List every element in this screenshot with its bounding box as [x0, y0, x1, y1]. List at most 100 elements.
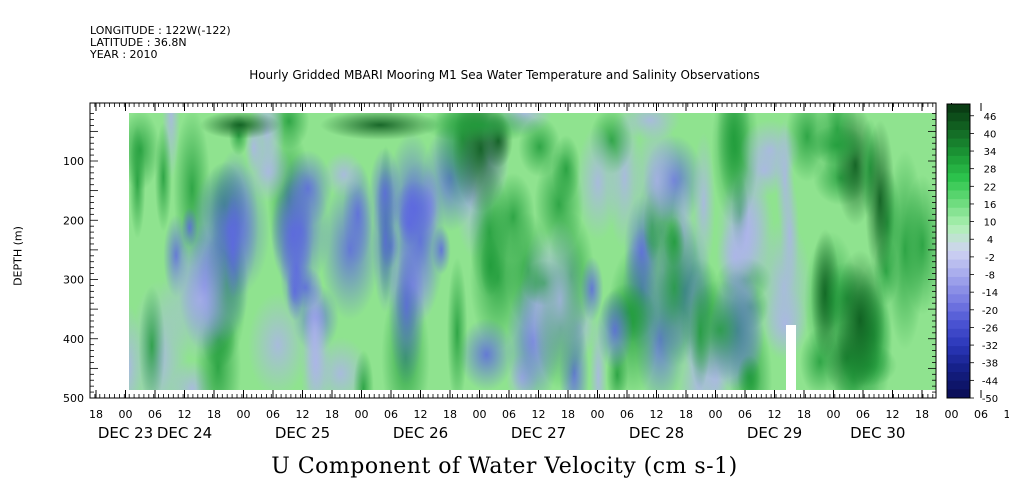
x-day-label: DEC 26 [393, 424, 448, 442]
colorbar-tick-label: -14 [982, 288, 998, 299]
colorbar-tick-label: -2 [985, 253, 995, 264]
colorbar-tick-label: 34 [984, 147, 997, 158]
field-blob [835, 250, 885, 390]
colorbar-segment [947, 233, 970, 243]
field-blob [740, 120, 800, 180]
x-day-label: DEC 30 [850, 424, 905, 442]
x-hour-tick-label: 06 [148, 408, 162, 421]
field-blob [138, 285, 166, 390]
colorbar-segment [947, 389, 970, 399]
x-hour-tick-label: 00 [473, 408, 487, 421]
field-blob [353, 350, 374, 390]
x-hour-tick-label: 12 [650, 408, 664, 421]
colorbar-segment [947, 216, 970, 226]
colorbar-tick-label: 46 [984, 112, 997, 123]
x-hour-tick-label: 06 [620, 408, 634, 421]
x-day-label: DEC 29 [747, 424, 802, 442]
field-blob [129, 113, 160, 190]
latitude-label: LATITUDE : 36.8N [90, 36, 187, 49]
x-day-label: DEC 28 [629, 424, 684, 442]
x-hour-tick-label: 06 [738, 408, 752, 421]
y-tick-label: 100 [63, 155, 84, 168]
colorbar-segment [947, 138, 970, 148]
x-hour-tick-label: 00 [827, 408, 841, 421]
colorbar-tick-label: -32 [982, 341, 998, 352]
colorbar-segment [947, 337, 970, 347]
x-hour-tick-label: 12 [532, 408, 546, 421]
x-hour-tick-label: 12 [178, 408, 192, 421]
colorbar-tick-label: -8 [985, 271, 995, 282]
field-blob [459, 318, 514, 390]
colorbar-segment [947, 251, 970, 261]
colorbar: 46 40 34 28 22 16 10 4 -2 -8 -14 -20 -26 -32 -38 -44 -50 [946, 103, 998, 405]
year-label: YEAR : 2010 [90, 48, 158, 61]
colorbar-tick-label: -44 [982, 376, 998, 387]
colorbar-segment [947, 328, 970, 338]
field-blob [420, 113, 540, 143]
x-hour-tick-label: 00 [709, 408, 723, 421]
y-tick-label: 400 [63, 333, 84, 346]
field-blob [446, 257, 468, 390]
colorbar-segment [947, 354, 970, 364]
field-blob [369, 147, 402, 240]
field-blob [160, 240, 240, 360]
x-hour-tick-label: 18 [207, 408, 221, 421]
colorbar-tick-label: 22 [984, 182, 997, 193]
colorbar-segment [947, 363, 970, 373]
colorbar-frame [946, 103, 971, 399]
colorbar-segment [947, 276, 970, 287]
x-hour-tick-label: 18 [679, 408, 693, 421]
x-hour-tick-label: 06 [856, 408, 870, 421]
x-hour-tick-label: 00 [355, 408, 369, 421]
colorbar-tick-label: 4 [987, 235, 993, 246]
colorbar-segment [947, 199, 970, 209]
field-blob [597, 290, 633, 370]
colorbar-segment [947, 121, 970, 131]
field-blob [200, 113, 280, 139]
colorbar-segment [947, 190, 970, 200]
velocity-field [129, 113, 936, 390]
colorbar-segment [947, 164, 970, 174]
colorbar-tick-label: 10 [984, 218, 997, 229]
colorbar-segment [947, 181, 970, 191]
x-hour-tick-label: 18 [797, 408, 811, 421]
field-blob [580, 256, 604, 322]
field-blob [480, 235, 501, 297]
x-hour-tick-label: 00 [945, 408, 959, 421]
longitude-label: LONGITUDE : 122W(-122) [90, 24, 231, 37]
field-blob [395, 160, 445, 320]
x-hour-tick-label: 12 [886, 408, 900, 421]
field-blob [452, 113, 509, 213]
colorbar-tick-label: 16 [984, 200, 997, 211]
x-hour-tick-label: 12 [414, 408, 428, 421]
colorbar-segment [947, 311, 970, 321]
plot-frame [89, 102, 937, 399]
field-blob [576, 124, 620, 241]
x-day-label: DEC 27 [511, 424, 566, 442]
colorbar-segment [947, 129, 970, 140]
field-blob [785, 113, 829, 182]
x-hour-tick-label: 00 [591, 408, 605, 421]
colorbar-tick-label: -38 [982, 359, 998, 370]
x-hour-tick-label: 00 [237, 408, 251, 421]
colorbar-segment [947, 346, 970, 356]
colorbar-segment [947, 302, 970, 313]
colorbar-segment [947, 104, 970, 114]
colorbar-segment [947, 207, 970, 217]
y-tick-label: 300 [63, 274, 84, 287]
x-hour-tick-label: 06 [266, 408, 280, 421]
x-hour-tick-label: 18 [89, 408, 103, 421]
colorbar-segment [947, 380, 970, 390]
colorbar-segment [947, 372, 970, 382]
missing-data-gap [786, 325, 796, 390]
y-tick-label: 200 [63, 214, 84, 227]
field-blob [247, 292, 308, 390]
colorbar-segment [947, 242, 970, 252]
field-blob [620, 113, 680, 140]
field-blob [680, 280, 760, 380]
axes: 18 00 06 12 18 00 06 12 18 00 06 12 18 00 06 12 18 00 06 12… [63, 103, 1009, 442]
colorbar-segment [947, 173, 970, 183]
colorbar-tick-label: -26 [982, 323, 998, 334]
colorbar-segment [947, 225, 970, 235]
